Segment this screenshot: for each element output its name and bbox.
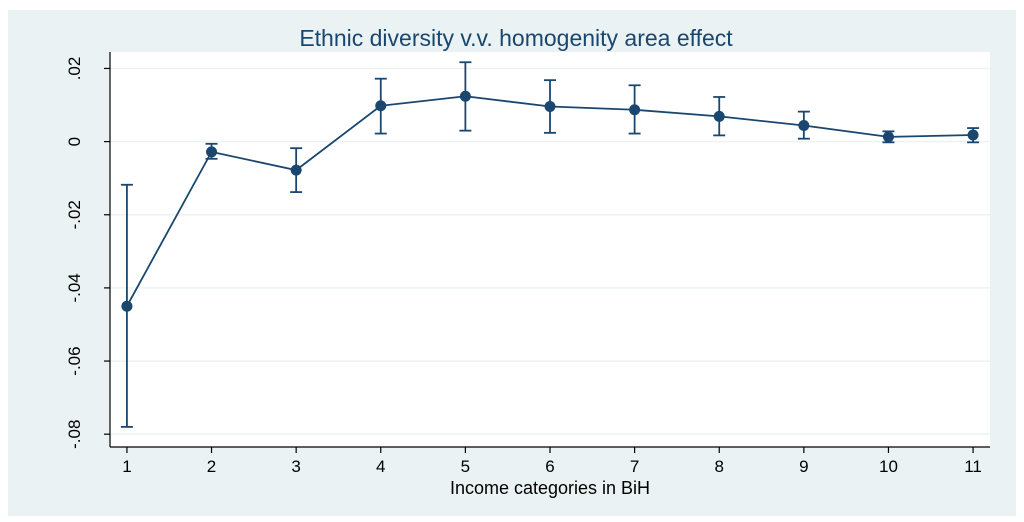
chart-title: Ethnic diversity v.v. homogenity area ef… bbox=[299, 25, 733, 51]
x-tick-label: 2 bbox=[207, 457, 216, 476]
x-ticks: 1 2 3 4 5 6 7 8 9 10 11 bbox=[122, 447, 982, 476]
y-tick-label: -.08 bbox=[65, 420, 84, 449]
x-tick-label: 9 bbox=[799, 457, 808, 476]
data-point bbox=[629, 104, 641, 116]
y-tick-label: -.04 bbox=[65, 273, 84, 302]
data-point bbox=[713, 110, 725, 122]
data-point bbox=[290, 164, 302, 176]
x-tick-label: 5 bbox=[461, 457, 470, 476]
x-axis-label: Income categories in BiH bbox=[450, 478, 650, 498]
data-point bbox=[882, 131, 894, 143]
x-tick-label: 7 bbox=[630, 457, 639, 476]
data-point bbox=[544, 100, 556, 112]
y-tick-label: .02 bbox=[65, 57, 84, 81]
data-point bbox=[798, 120, 810, 132]
x-tick-label: 4 bbox=[376, 457, 385, 476]
x-tick-label: 3 bbox=[291, 457, 300, 476]
x-tick-label: 1 bbox=[122, 457, 131, 476]
data-points bbox=[121, 90, 979, 312]
x-tick-label: 10 bbox=[879, 457, 898, 476]
grid-lines bbox=[110, 67, 990, 435]
y-tick-label: -.06 bbox=[65, 346, 84, 375]
data-point bbox=[121, 300, 133, 312]
x-tick-label: 8 bbox=[714, 457, 723, 476]
data-point bbox=[459, 90, 471, 102]
y-tick-label: 0 bbox=[65, 137, 84, 146]
data-point bbox=[206, 146, 218, 158]
x-tick-label: 11 bbox=[964, 457, 982, 476]
data-point bbox=[967, 129, 979, 141]
y-tick-label: -.02 bbox=[65, 200, 84, 229]
x-tick-label: 6 bbox=[545, 457, 554, 476]
data-point bbox=[375, 100, 387, 112]
y-ticks: .02 0 -.02 -.04 -.06 -.08 bbox=[65, 57, 110, 449]
